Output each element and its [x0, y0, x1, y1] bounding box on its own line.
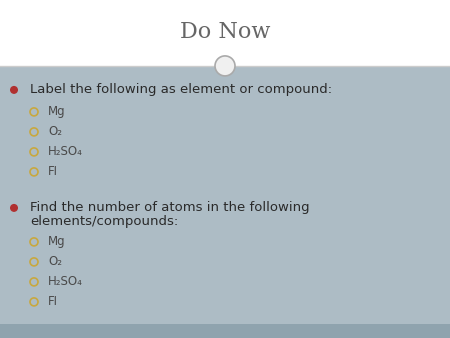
Text: Find the number of atoms in the following: Find the number of atoms in the followin… — [30, 201, 310, 214]
Bar — [0, 0, 450, 66]
Circle shape — [215, 56, 235, 76]
Text: H₂SO₄: H₂SO₄ — [48, 145, 83, 159]
Text: Do Now: Do Now — [180, 21, 270, 43]
Bar — [0, 66, 450, 324]
Text: Mg: Mg — [48, 105, 66, 118]
Text: O₂: O₂ — [48, 125, 62, 138]
Text: elements/compounds:: elements/compounds: — [30, 215, 178, 228]
Circle shape — [10, 204, 18, 212]
Text: Label the following as element or compound:: Label the following as element or compou… — [30, 83, 332, 96]
Circle shape — [10, 86, 18, 94]
Text: O₂: O₂ — [48, 256, 62, 268]
Text: Mg: Mg — [48, 235, 66, 248]
Text: H₂SO₄: H₂SO₄ — [48, 275, 83, 288]
Text: FI: FI — [48, 295, 58, 308]
Text: FI: FI — [48, 165, 58, 178]
Bar — [0, 324, 450, 338]
